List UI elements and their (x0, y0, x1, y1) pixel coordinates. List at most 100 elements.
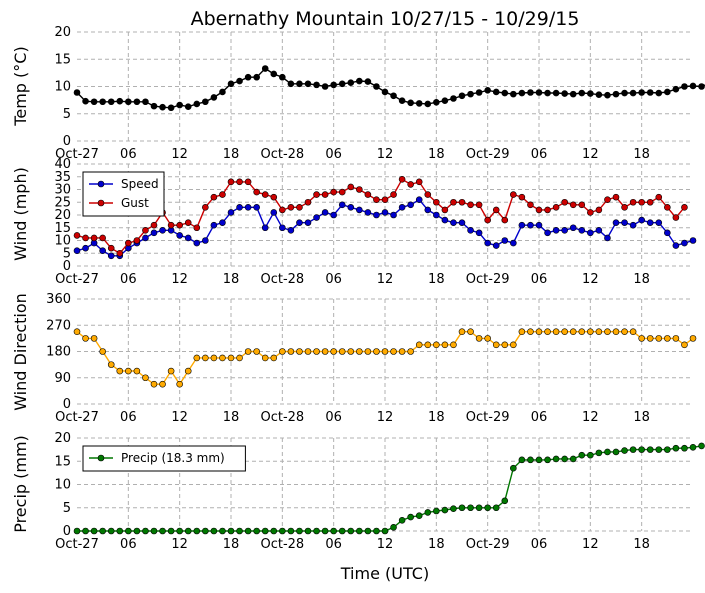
wind-data-point (313, 191, 320, 198)
direction-data-point (664, 335, 671, 342)
wind-data-point (467, 227, 474, 234)
wind-data-point (535, 221, 543, 229)
temp-data-point (270, 70, 278, 78)
precip-data-point (150, 527, 158, 535)
wind-series-speed (73, 196, 697, 260)
temp-data-point (646, 89, 654, 96)
direction-data-point (150, 380, 158, 388)
legend-label: Precip (18.3 mm) (121, 451, 225, 465)
wind-data-point (535, 206, 543, 214)
wind-data-point (415, 178, 423, 186)
wind-data-point (82, 244, 89, 252)
temp-data-point (535, 89, 543, 96)
precip-data-point (595, 449, 603, 457)
wind-data-point (458, 198, 466, 206)
temp-data-point (655, 89, 663, 97)
temp-data-point (287, 80, 295, 88)
wind-data-point (142, 227, 149, 234)
direction-data-point (193, 354, 201, 362)
precip-xtick-label: 12 (582, 537, 599, 552)
precip-data-point (125, 527, 132, 535)
precip-data-point (133, 527, 141, 535)
direction-data-point (116, 367, 124, 375)
temp-data-point (210, 94, 218, 101)
wind-data-point (664, 204, 671, 211)
temp-series-line (76, 67, 705, 109)
precip-data-point (82, 527, 89, 535)
precip-data-point (638, 446, 645, 453)
temp-panel: 0 5 10 15 20 Oct-27 06 12 18 Oct-28 06 12 18 Oct-29 06… (11, 25, 705, 162)
temp-data-point (621, 89, 628, 97)
wind-data-point (356, 206, 363, 214)
wind-data-point (467, 201, 474, 209)
precip-data-point (484, 504, 491, 512)
wind-data-point (176, 221, 183, 229)
temp-data-point (612, 90, 620, 98)
wind-data-point (253, 204, 260, 211)
temp-data-point (407, 99, 414, 107)
wind-data-point (544, 229, 551, 237)
precip-ytick-label: 0 (63, 524, 71, 539)
temp-data-point (356, 77, 363, 85)
precip-series-precip-18-3-mm- (73, 442, 705, 535)
direction-xtick-label: 12 (377, 410, 394, 425)
direction-data-point (253, 348, 260, 355)
precip-data-point (424, 509, 432, 516)
wind-data-point (287, 204, 295, 211)
precip-data-point (116, 527, 124, 535)
wind-data-point (492, 206, 500, 214)
x-axis-label: Time (UTC) (340, 564, 429, 583)
wind-data-point (133, 237, 141, 244)
wind-data-point (621, 219, 628, 226)
temp-xtick-label: Oct-28 (260, 147, 304, 162)
legend-swatch-marker (97, 199, 105, 207)
precip-data-point (569, 455, 577, 463)
wind-data-point (202, 237, 209, 244)
wind-data-point (595, 206, 603, 214)
legend-label: Gust (121, 196, 149, 210)
direction-ytick-label: 360 (46, 292, 71, 307)
wind-data-point (184, 219, 192, 226)
temp-data-point (330, 81, 337, 89)
wind-data-point (518, 221, 526, 229)
precip-data-point (390, 523, 397, 531)
precip-data-point (681, 444, 688, 452)
temp-data-point (561, 90, 568, 97)
precip-data-point (646, 446, 654, 453)
temp-data-point (664, 88, 671, 96)
wind-ytick-label: 40 (54, 157, 71, 172)
direction-data-point (646, 335, 654, 342)
wind-data-point (587, 209, 594, 216)
temp-data-point (698, 83, 705, 90)
precip-data-point (159, 527, 166, 535)
temp-data-point (681, 83, 688, 90)
direction-data-point (681, 341, 688, 349)
wind-data-point (142, 234, 149, 242)
precip-data-point (261, 527, 269, 535)
precip-data-point (672, 444, 680, 452)
legend-swatch-marker (97, 454, 105, 462)
precip-data-point (176, 527, 183, 535)
precip-data-point (629, 446, 637, 453)
direction-data-point (578, 328, 586, 335)
direction-data-point (595, 328, 603, 335)
direction-data-point (73, 328, 81, 335)
precip-data-point (373, 527, 380, 535)
precip-data-point (398, 517, 406, 524)
wind-data-point (510, 191, 517, 198)
temp-data-point (518, 89, 526, 97)
direction-xtick-label: Oct-27 (55, 410, 99, 425)
wind-data-point (219, 191, 226, 198)
direction-data-point (424, 341, 432, 349)
wind-data-point (236, 204, 243, 211)
temp-data-point (578, 89, 586, 97)
wind-data-point (433, 198, 440, 206)
precip-data-point (287, 527, 295, 535)
wind-data-point (381, 196, 389, 203)
wind-data-point (347, 204, 355, 211)
wind-data-point (458, 219, 466, 226)
wind-data-point (672, 242, 680, 249)
direction-data-point (655, 335, 663, 342)
direction-data-point (82, 335, 89, 342)
